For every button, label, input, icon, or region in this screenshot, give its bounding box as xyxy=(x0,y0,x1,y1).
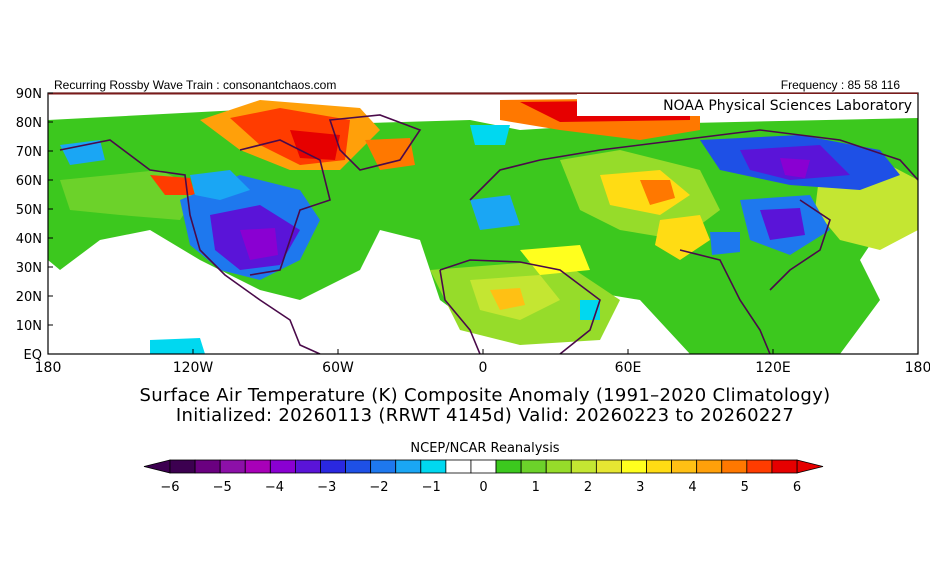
coastlines xyxy=(59,114,918,354)
colorbar-swatch xyxy=(545,459,572,474)
colorbar-swatch xyxy=(269,459,296,474)
colorbar-swatch xyxy=(320,459,346,474)
colorbar-swatch xyxy=(621,459,647,474)
colorbar-min-arrow xyxy=(143,459,171,474)
lon-tick-label: 120E xyxy=(755,360,791,376)
colorbar-swatch xyxy=(244,459,271,474)
colorbar-tick-label: 5 xyxy=(741,480,749,495)
colorbar-swatch xyxy=(420,459,447,474)
lat-tick-label: 20N xyxy=(16,290,42,305)
colorbar-tick-label: −1 xyxy=(422,480,441,495)
lon-tick-label: 0 xyxy=(479,360,488,376)
colorbar: −6 −5 −4 −3 −2 −1 0 1 2 3 4 5 6 xyxy=(143,459,824,495)
lat-tick-label: 60N xyxy=(16,174,42,189)
colorbar-tick-label: 6 xyxy=(793,480,801,495)
colorbar-max-arrow xyxy=(796,459,824,474)
lat-tick-label: 70N xyxy=(16,145,42,160)
colorbar-swatch xyxy=(771,459,798,474)
colorbar-tick-label: −5 xyxy=(213,480,232,495)
colorbar-swatch xyxy=(671,459,698,474)
header-left-text: Recurring Rossby Wave Train : consonantc… xyxy=(54,78,337,92)
colorbar-swatch xyxy=(495,459,522,474)
colorbar-swatch xyxy=(595,459,622,474)
credit-label: NOAA Physical Sciences Laboratory xyxy=(663,98,912,114)
colorbar-swatch xyxy=(345,459,372,474)
colorbar-swatch xyxy=(194,459,221,474)
colorbar-tick-label: 0 xyxy=(479,480,487,495)
lon-tick-label: 120W xyxy=(173,360,214,376)
longitude-axis: 180 120W 60W 0 60E 120E 180 xyxy=(35,349,930,376)
colorbar-title: NCEP/NCAR Reanalysis xyxy=(410,441,560,456)
colorbar-tick-label: −2 xyxy=(369,480,388,495)
colorbar-swatch xyxy=(520,459,547,474)
lon-tick-label: 60E xyxy=(615,360,642,376)
lat-tick-label: 10N xyxy=(16,319,42,334)
colorbar-tick-label: −6 xyxy=(160,480,179,495)
colorbar-tick-label: 1 xyxy=(532,480,540,495)
colorbar-swatch xyxy=(294,459,321,474)
lat-tick-label: 50N xyxy=(16,203,42,218)
colorbar-swatch xyxy=(395,459,422,474)
anomaly-field xyxy=(48,93,918,354)
colorbar-swatch xyxy=(219,459,246,474)
figure-title-line-1: Surface Air Temperature (K) Composite An… xyxy=(139,385,831,406)
lat-tick-label: 40N xyxy=(16,232,42,247)
colorbar-swatch xyxy=(746,459,773,474)
lon-tick-label: 180 xyxy=(35,360,62,376)
colorbar-tick-label: −3 xyxy=(317,480,336,495)
credit-box xyxy=(577,94,917,116)
colorbar-swatch xyxy=(169,459,196,474)
lon-tick-label: 180 xyxy=(905,360,930,376)
colorbar-swatch xyxy=(445,459,472,474)
lon-tick-label: 60W xyxy=(322,360,354,376)
colorbar-swatch xyxy=(646,459,673,474)
colorbar-tick-label: 2 xyxy=(584,480,592,495)
latitude-axis: 90N 80N 70N 60N 50N 40N 30N 20N 10N EQ xyxy=(16,87,53,363)
colorbar-tick-label: −4 xyxy=(265,480,284,495)
header-right-text: Frequency : 85 58 116 xyxy=(780,78,900,92)
colorbar-tick-label: 4 xyxy=(688,480,696,495)
colorbar-tick-label: 3 xyxy=(636,480,644,495)
lat-tick-label: EQ xyxy=(24,348,42,363)
colorbar-swatch xyxy=(570,459,597,474)
lat-tick-label: 80N xyxy=(16,116,42,131)
lat-tick-label: 90N xyxy=(16,87,42,102)
colorbar-swatch xyxy=(721,459,748,474)
lat-tick-label: 30N xyxy=(16,261,42,276)
colorbar-swatch xyxy=(696,459,723,474)
colorbar-swatch xyxy=(370,459,397,474)
colorbar-swatch xyxy=(470,459,497,474)
figure-title-line-2: Initialized: 20260113 (RRWT 4145d) Valid… xyxy=(175,405,795,426)
